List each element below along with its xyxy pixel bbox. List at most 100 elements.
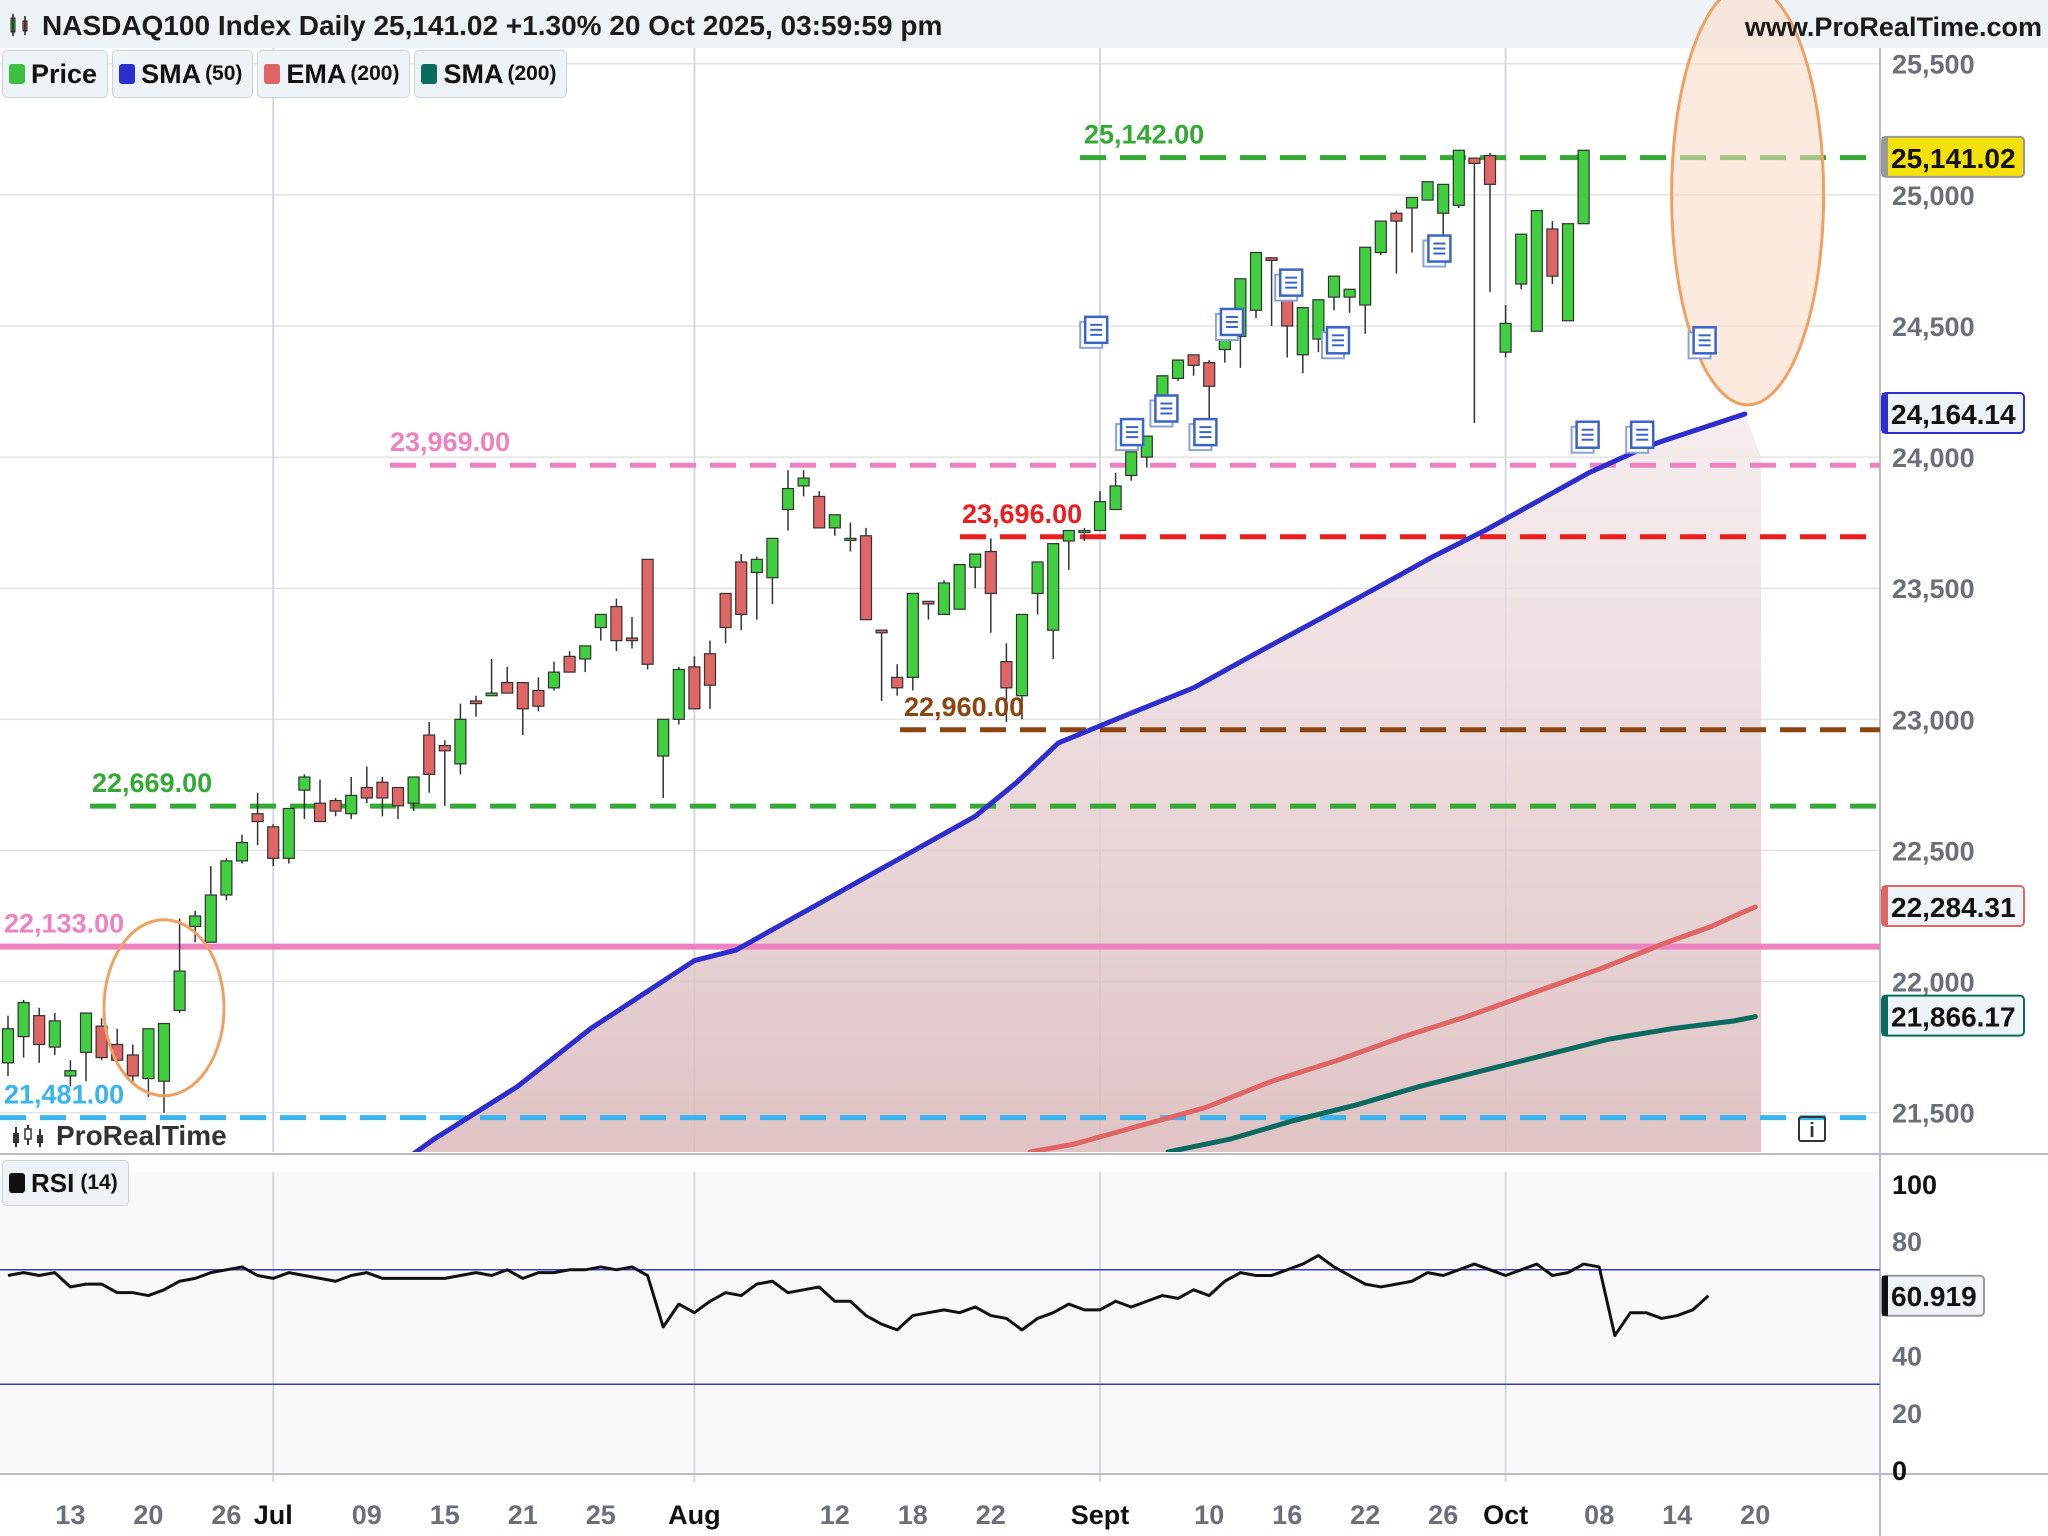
brand-watermark: ProRealTime [10, 1120, 227, 1152]
candle-body [1140, 435, 1153, 458]
x-tick-label: 21 [508, 1500, 538, 1530]
x-tick-label: 26 [211, 1500, 241, 1530]
candle-body [797, 477, 810, 487]
candle-body [1171, 359, 1185, 380]
candle-body [984, 550, 997, 595]
legend-label: RSI [31, 1167, 75, 1198]
candle-body [859, 535, 873, 621]
candle-body [1437, 183, 1450, 214]
candle-body [157, 1022, 171, 1082]
level-label: 22,133.00 [4, 909, 124, 939]
candle-body [1093, 501, 1107, 532]
price-tick-label: 22,000 [1892, 968, 1975, 998]
rsi-panel [0, 1254, 1880, 1385]
x-tick-label: 16 [1272, 1500, 1302, 1530]
candle-body [1483, 154, 1497, 185]
candle-body [1062, 529, 1075, 542]
candle-body [1234, 278, 1247, 338]
x-tick-label: 26 [1428, 1500, 1458, 1530]
x-tick-label: 22 [976, 1500, 1006, 1530]
rsi-tick-label: 0 [1892, 1456, 1907, 1486]
price-tag-label: 22,284.31 [1891, 892, 2016, 923]
legend-sma50[interactable]: SMA (50) [112, 50, 254, 98]
candle-body [345, 794, 358, 815]
candle-body [173, 970, 186, 1011]
candle-body [1015, 613, 1029, 697]
highlight-ellipse [1670, 0, 1826, 407]
brand-label: ProRealTime [56, 1120, 227, 1151]
candle-body [1374, 220, 1387, 254]
candle-body [547, 671, 561, 689]
legend-label: SMA [141, 58, 202, 89]
candle-body [376, 781, 389, 799]
legend-price[interactable]: Price [2, 50, 109, 98]
candle-body [1249, 251, 1263, 311]
level-label: 22,669.00 [92, 768, 212, 798]
candle-body [1546, 228, 1559, 277]
candle-body [1000, 661, 1013, 689]
candle-body [1499, 322, 1512, 353]
candle-body [766, 537, 779, 579]
x-tick-label: 15 [430, 1500, 460, 1530]
level-label: 22,960.00 [904, 692, 1024, 722]
axes: 21,500 22,000 22,500 23,000 23,500 24,000 24,5… [55, 50, 2025, 1530]
candle-body [1296, 307, 1309, 356]
level-label: 25,142.00 [1084, 120, 1204, 150]
indicator-legend: Price SMA (50) EMA (200) SMA (200) [2, 50, 568, 98]
candle-body [1312, 299, 1325, 340]
candle-body [1265, 257, 1278, 262]
price-swatch-icon [9, 64, 25, 84]
price-tag-accent [1882, 885, 1888, 926]
legend-sma200[interactable]: SMA (200) [414, 50, 568, 98]
x-tick-label: 09 [352, 1500, 382, 1530]
ema200-swatch-icon [264, 64, 281, 84]
candle-body [641, 558, 654, 665]
level-label: 21,481.00 [4, 1080, 124, 1110]
ema200-line [1027, 904, 1758, 1152]
candle-body [828, 514, 841, 529]
price-tick-label: 23,500 [1892, 574, 1975, 604]
candle-body [875, 629, 888, 634]
ma-ribbon [372, 414, 1762, 1152]
price-tag-accent [1882, 393, 1888, 434]
candle-body [79, 1012, 93, 1053]
legend-param: (200) [507, 62, 557, 85]
price-tick-label: 25,500 [1892, 50, 1975, 80]
candle-body [267, 826, 280, 859]
candle-body [516, 682, 529, 710]
candle-body [735, 561, 748, 616]
price-tick-label: 22,500 [1892, 836, 1975, 866]
candle-body [813, 495, 826, 529]
legend-label: EMA [286, 58, 347, 89]
candle-body [672, 668, 685, 720]
candle-body [1203, 362, 1216, 387]
news-document-icon [1687, 326, 1717, 360]
rsi-line [7, 1254, 1710, 1338]
candle-body [657, 718, 670, 757]
sma200-line [1165, 1014, 1758, 1152]
price-tick-label: 25,000 [1892, 181, 1975, 211]
candle-body [33, 1015, 46, 1046]
x-tick-label: 12 [820, 1500, 850, 1530]
candle-body [204, 894, 217, 943]
legend-ema200[interactable]: EMA (200) [257, 50, 411, 98]
news-document-icon [1079, 315, 1109, 349]
candle-body [953, 563, 966, 610]
rsi-tag-accent [1882, 1275, 1888, 1316]
site-link[interactable]: www.ProRealTime.com [1744, 12, 2042, 42]
rsi-tick-label: 80 [1892, 1227, 1922, 1257]
candle-body [220, 860, 233, 896]
x-tick-label: Aug [668, 1500, 720, 1530]
legend-param: (200) [350, 62, 400, 85]
candle-body [189, 915, 202, 928]
candle-body [501, 682, 514, 694]
x-tick-label: Sept [1071, 1500, 1130, 1530]
legend-rsi[interactable]: RSI (14) [2, 1160, 129, 1206]
candle-body [1530, 209, 1543, 332]
candle-body [48, 1020, 61, 1048]
rsi-tick-label: 100 [1892, 1170, 1937, 1200]
sma50-line [411, 411, 1748, 1152]
info-icon[interactable]: i [1798, 1116, 1826, 1142]
legend-param: (14) [80, 1171, 118, 1194]
candle-body [610, 605, 623, 642]
